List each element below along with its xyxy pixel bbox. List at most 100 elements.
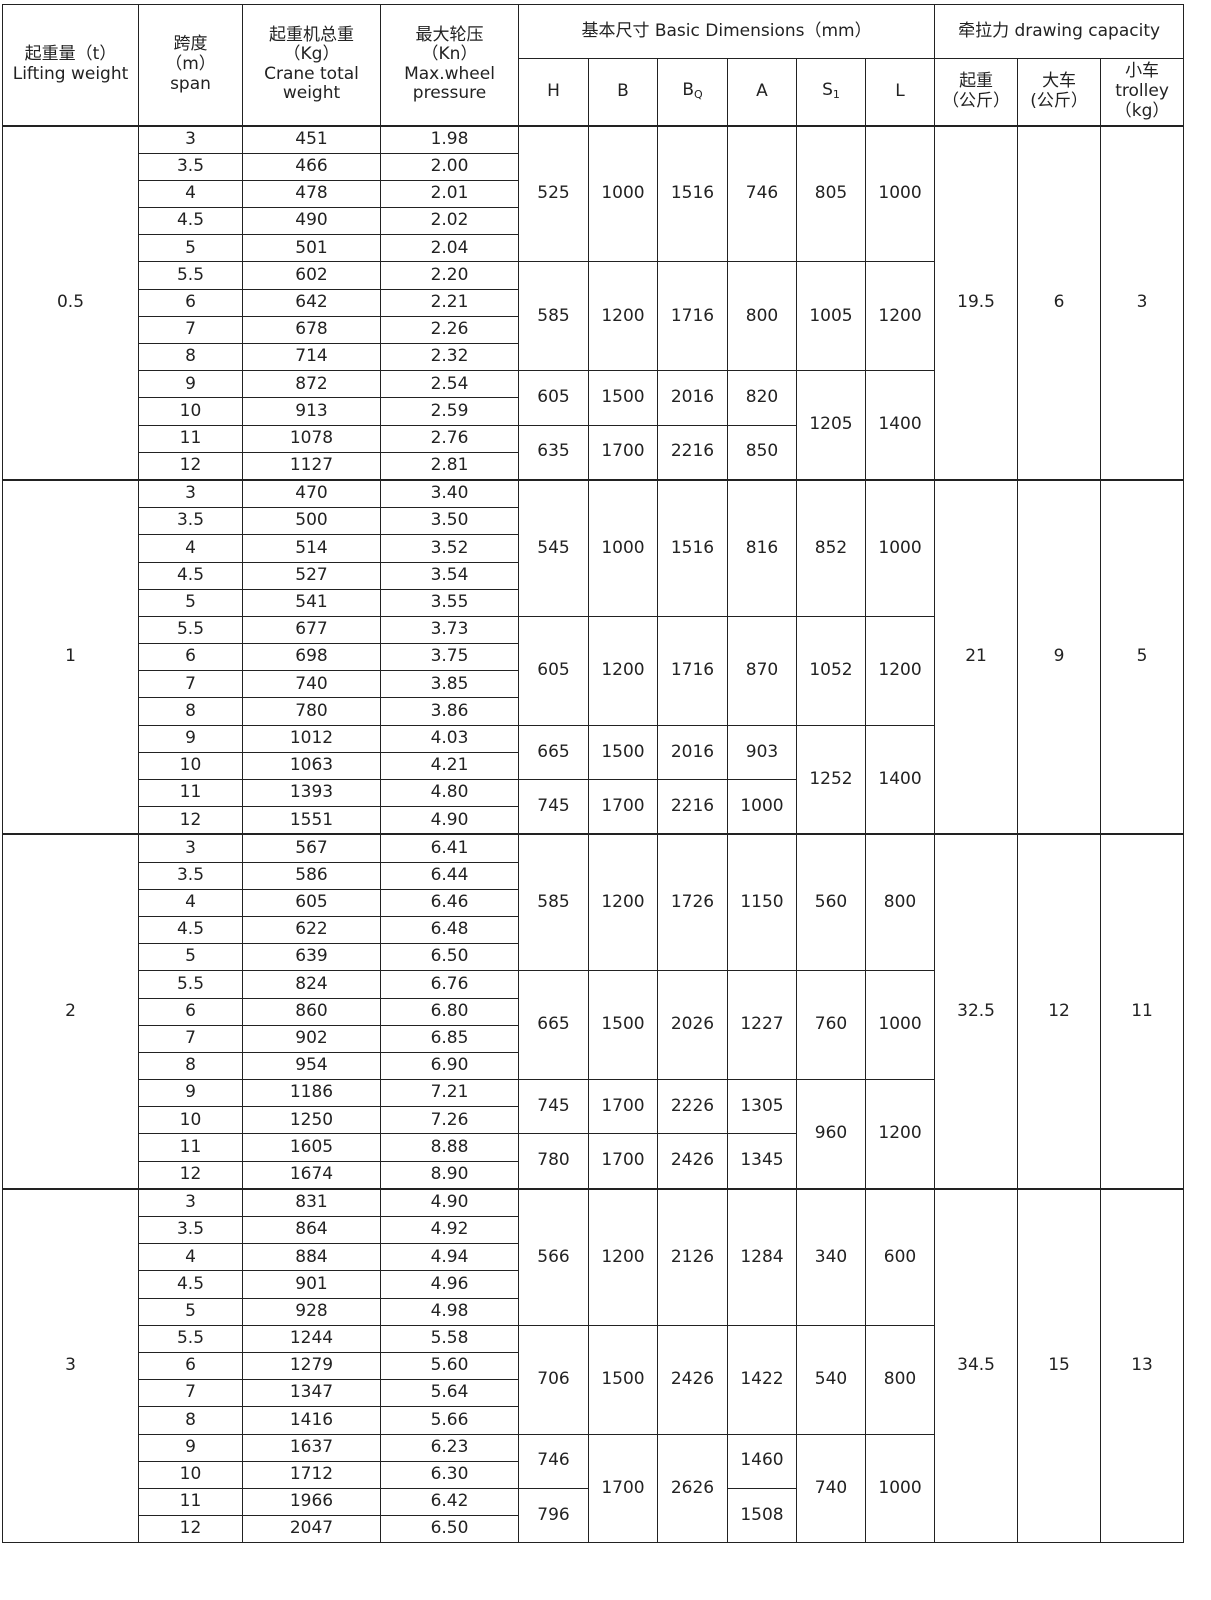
table-row: 9 1637 6.23 746 1700 2626 1460 740 1000 — [3, 1433, 1184, 1544]
table-row: 12 1127 2.81 — [3, 451, 1184, 481]
span-cell: 8 — [138, 1406, 243, 1435]
dimension-cell: 1000 — [864, 124, 936, 263]
crane-weight-cell: 1078 — [242, 424, 381, 453]
wheel-pressure-cell: 6.76 — [380, 970, 519, 999]
crane-weight-cell: 831 — [242, 1188, 381, 1217]
dimension-cell: 1052 — [796, 615, 866, 726]
table-row: 7 740 3.85 — [3, 670, 1184, 699]
crane-weight-cell: 1674 — [242, 1160, 381, 1190]
crane-weight-cell: 501 — [242, 234, 381, 263]
wheel-pressure-cell: 3.54 — [380, 561, 519, 590]
table-body: 0.5 3 451 1.98 525 1000 1516 746 805 1000 19.5 6 3 3.… — [2, 124, 1185, 1544]
span-cell: 9 — [138, 1433, 243, 1462]
wheel-pressure-cell: 6.50 — [380, 943, 519, 972]
span-cell: 10 — [138, 1106, 243, 1135]
table-row: 12 1674 8.90 — [3, 1160, 1184, 1190]
table-row: 4.5 527 3.54 — [3, 561, 1184, 590]
table-row: 6 860 6.80 — [3, 997, 1184, 1026]
wheel-pressure-cell: 5.64 — [380, 1379, 519, 1408]
crane-weight-cell: 678 — [242, 315, 381, 345]
dimension-cell: 2126 — [657, 1188, 728, 1326]
table-row: 8 1416 5.66 — [3, 1406, 1184, 1435]
table-row: 9 872 2.54 605 1500 2016 820 1205 1400 — [3, 370, 1184, 481]
capacity-cell: 5 — [1100, 479, 1185, 835]
span-cell: 11 — [138, 1487, 243, 1517]
header-capacity-0: 起重 （公斤） — [934, 58, 1019, 126]
span-cell: 3 — [138, 833, 243, 863]
crane-weight-cell: 500 — [242, 507, 381, 536]
wheel-pressure-cell: 2.00 — [380, 152, 519, 181]
crane-weight-cell: 514 — [242, 534, 381, 563]
span-cell: 5.5 — [138, 970, 243, 999]
header-capacity-2: 小车 trolley （kg） — [1100, 58, 1185, 126]
span-cell: 5.5 — [138, 261, 243, 290]
header-lifting-weight: 起重量（t） Lifting weight — [2, 4, 139, 126]
header-dim-5: L — [864, 58, 936, 126]
wheel-pressure-cell: 2.04 — [380, 234, 519, 263]
table-row: 7 902 6.85 — [3, 1024, 1184, 1053]
lifting-weight-cell: 2 — [2, 833, 139, 1190]
wheel-pressure-cell: 3.86 — [380, 697, 519, 726]
dimension-cell: 852 — [796, 479, 866, 617]
span-cell: 7 — [138, 1024, 243, 1053]
dimension-cell: 820 — [727, 370, 797, 426]
crane-weight-cell: 860 — [242, 997, 381, 1026]
wheel-pressure-cell: 4.03 — [380, 724, 519, 753]
dimension-cell: 1516 — [657, 479, 728, 617]
dimension-cell: 1200 — [588, 615, 658, 726]
span-cell: 9 — [138, 724, 243, 753]
dimension-cell: 1200 — [588, 1188, 658, 1326]
span-cell: 8 — [138, 342, 243, 372]
span-cell: 3 — [138, 479, 243, 509]
span-cell: 11 — [138, 424, 243, 453]
wheel-pressure-cell: 8.88 — [380, 1133, 519, 1162]
crane-weight-cell: 451 — [242, 125, 381, 154]
wheel-pressure-cell: 8.90 — [380, 1160, 519, 1190]
span-cell: 11 — [138, 1133, 243, 1162]
span-cell: 6 — [138, 1351, 243, 1381]
wheel-pressure-cell: 2.21 — [380, 288, 519, 317]
dimension-cell: 740 — [796, 1433, 866, 1544]
span-cell: 12 — [138, 451, 243, 481]
crane-weight-cell: 864 — [242, 1215, 381, 1245]
span-cell: 4 — [138, 534, 243, 563]
capacity-cell: 34.5 — [934, 1188, 1019, 1544]
crane-spec-table: 起重量（t） Lifting weight 跨度 （m） span 起重机总重 （Kg）… — [2, 4, 1185, 1544]
dimension-cell: 2216 — [657, 424, 728, 481]
crane-weight-cell: 740 — [242, 670, 381, 699]
dimension-cell: 560 — [796, 833, 866, 972]
wheel-pressure-cell: 4.98 — [380, 1297, 519, 1326]
crane-weight-cell: 586 — [242, 861, 381, 890]
capacity-cell: 13 — [1100, 1188, 1185, 1544]
table-row: 5.5 1244 5.58 706 1500 2426 1422 540 800 — [3, 1324, 1184, 1435]
capacity-cell: 11 — [1100, 833, 1185, 1190]
wheel-pressure-cell: 5.66 — [380, 1406, 519, 1435]
dimension-cell: 903 — [727, 724, 797, 781]
table-row: 11 1078 2.76 635 1700 2216 850 — [3, 424, 1184, 481]
dimension-cell: 1005 — [796, 261, 866, 372]
crane-weight-cell: 824 — [242, 970, 381, 999]
wheel-pressure-cell: 2.76 — [380, 424, 519, 453]
dimension-cell: 585 — [518, 833, 589, 972]
header-crane-weight: 起重机总重 （Kg） Crane total weight — [242, 4, 381, 126]
crane-weight-cell: 1250 — [242, 1106, 381, 1135]
crane-weight-cell: 1416 — [242, 1406, 381, 1435]
wheel-pressure-cell: 2.01 — [380, 179, 519, 209]
dimension-cell: 1500 — [588, 1324, 658, 1435]
header-dim-2: BQ — [657, 58, 728, 126]
wheel-pressure-cell: 2.20 — [380, 261, 519, 290]
crane-weight-cell: 1712 — [242, 1460, 381, 1489]
crane-weight-cell: 1127 — [242, 451, 381, 481]
wheel-pressure-cell: 4.94 — [380, 1243, 519, 1272]
span-cell: 8 — [138, 697, 243, 726]
wheel-pressure-cell: 5.58 — [380, 1324, 519, 1353]
span-cell: 8 — [138, 1051, 243, 1081]
wheel-pressure-cell: 3.55 — [380, 588, 519, 617]
dimension-cell: 1150 — [727, 833, 797, 972]
wheel-pressure-cell: 7.26 — [380, 1106, 519, 1135]
dimension-cell: 1200 — [588, 833, 658, 972]
dimension-cell: 605 — [518, 370, 589, 426]
capacity-cell: 19.5 — [934, 124, 1019, 481]
capacity-cell: 32.5 — [934, 833, 1019, 1190]
table-row: 6 642 2.21 — [3, 288, 1184, 317]
